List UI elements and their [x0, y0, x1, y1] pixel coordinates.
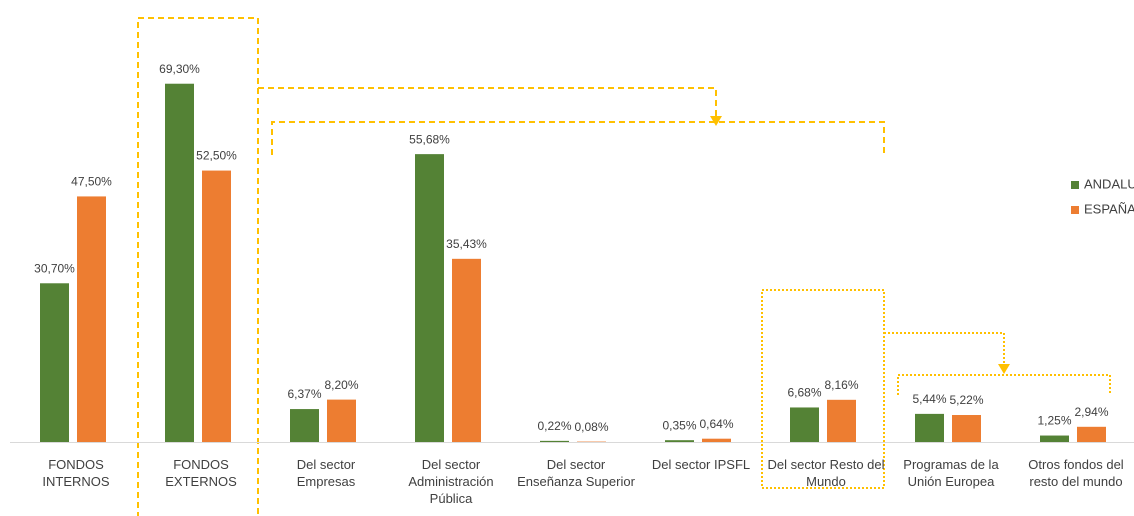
bracket	[897, 374, 1111, 395]
bar	[452, 258, 481, 442]
x-tick-label: Programas de la Unión Europea	[903, 457, 999, 489]
x-tick-label: Del sector Administración Pública	[408, 457, 494, 506]
bar	[40, 283, 69, 442]
data-label: 0,22%	[537, 419, 571, 433]
data-label: 1,25%	[1037, 414, 1071, 428]
data-label: 6,37%	[287, 387, 321, 401]
x-tick-label: Del sector Resto del Mundo	[767, 457, 885, 489]
bar	[540, 440, 569, 442]
bar	[202, 170, 231, 442]
x-tick-label: Del sector Empresas	[296, 457, 356, 489]
arrow-head	[998, 364, 1010, 374]
bracket	[271, 121, 885, 155]
bar	[415, 154, 444, 442]
bar	[702, 438, 731, 442]
bar	[1077, 426, 1106, 442]
bar	[165, 83, 194, 443]
legend-label: ESPAÑA	[1084, 201, 1134, 216]
connector	[884, 332, 1005, 366]
arrow-head	[710, 116, 722, 126]
data-label: 6,68%	[787, 386, 821, 400]
data-label: 55,68%	[409, 132, 450, 146]
data-label: 0,35%	[662, 418, 696, 432]
bar	[665, 440, 694, 442]
data-label: 8,20%	[324, 378, 358, 392]
x-tick-label: FONDOS INTERNOS	[42, 457, 110, 489]
data-label: 52,50%	[196, 149, 237, 163]
highlight-box	[761, 289, 885, 489]
bar	[290, 409, 319, 442]
bar	[915, 413, 944, 442]
data-label: 47,50%	[71, 175, 112, 189]
legend-swatch	[1071, 181, 1079, 189]
legend-swatch	[1071, 206, 1079, 214]
x-tick-label: Del sector Enseñanza Superior	[517, 457, 635, 489]
data-label: 2,94%	[1074, 405, 1108, 419]
data-label: 8,16%	[824, 378, 858, 392]
bar	[952, 415, 981, 442]
legend-label: ANDALUCÍA	[1084, 176, 1134, 191]
data-label: 5,44%	[912, 392, 946, 406]
bar	[827, 399, 856, 442]
bar	[790, 407, 819, 442]
data-label: 69,30%	[159, 62, 200, 76]
data-label: 35,43%	[446, 237, 487, 251]
decorations	[137, 17, 1111, 516]
data-label: 30,70%	[34, 261, 75, 275]
x-tick-label: Del sector IPSFL	[651, 457, 751, 472]
data-label: 5,22%	[949, 393, 983, 407]
connector	[258, 87, 717, 118]
x-tick-label: FONDOS EXTERNOS	[165, 457, 237, 489]
bar	[77, 196, 106, 442]
data-label: 0,08%	[574, 420, 608, 434]
highlight-box	[137, 17, 259, 516]
bar	[327, 399, 356, 442]
data-label: 0,64%	[699, 417, 733, 431]
bar	[1040, 435, 1069, 442]
x-tick-label: Otros fondos del resto del mundo	[1028, 457, 1124, 489]
